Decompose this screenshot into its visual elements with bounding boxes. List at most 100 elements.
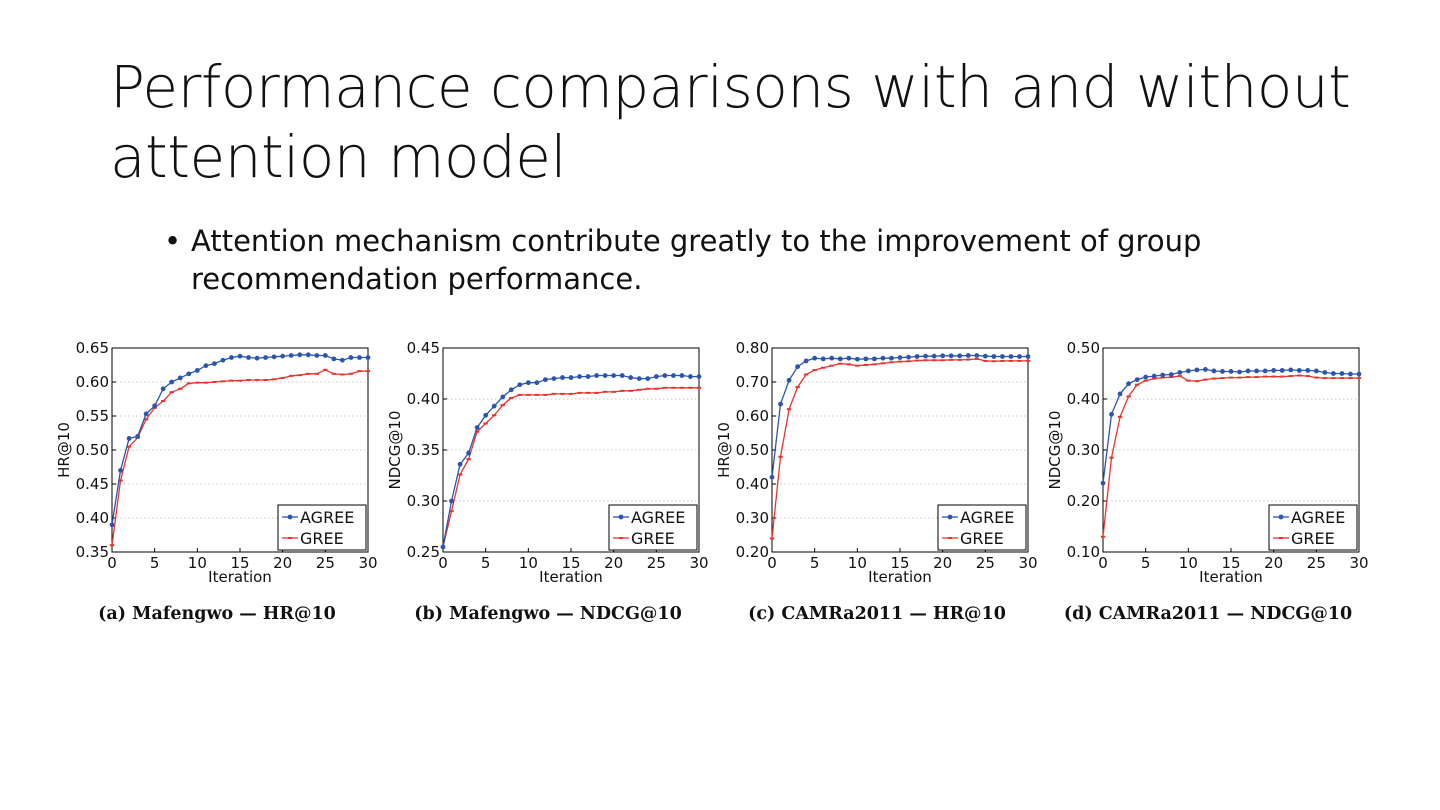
x-axis-label: Iteration — [539, 568, 603, 586]
x-tick-label: 30 — [358, 554, 377, 572]
data-point-agree — [1151, 373, 1157, 379]
data-point-agree — [671, 373, 676, 378]
legend-label-gree: GREE — [300, 529, 344, 548]
data-point-agree — [169, 379, 175, 385]
data-point-agree — [543, 377, 548, 383]
chart-camra-hr: 0.20 0.30 0.40 0.50 0.60 0.70 0.80 0 5 10 15 20 25 30… — [712, 330, 1042, 640]
y-axis-label: HR@10 — [55, 422, 73, 478]
y-tick-label: 0.50 — [76, 441, 109, 459]
data-point-agree — [1117, 391, 1123, 397]
x-tick-label: 20 — [273, 554, 292, 572]
data-point-agree — [568, 375, 574, 380]
data-point-agree — [1305, 368, 1311, 373]
data-point-agree — [1254, 368, 1259, 374]
x-tick-label: 30 — [1349, 554, 1368, 572]
data-point-agree — [940, 353, 946, 359]
data-point-agree — [263, 355, 268, 360]
legend: AGREE GREE — [608, 504, 698, 551]
legend-label-gree: GREE — [1291, 529, 1335, 548]
data-point-agree — [795, 364, 800, 370]
data-point-agree — [1245, 368, 1251, 374]
y-axis-label: NDCG@10 — [386, 411, 404, 490]
data-point-agree — [769, 474, 775, 480]
y-tick-label: 0.45 — [76, 475, 109, 493]
x-tick-label: 25 — [1307, 554, 1326, 572]
x-tick-label: 0 — [1098, 554, 1108, 572]
data-point-agree — [500, 394, 506, 400]
data-point-agree — [474, 425, 480, 430]
data-point-agree — [1322, 370, 1328, 375]
chart-mafengwo-ndcg: 0.25 0.30 0.35 0.40 0.45 0 5 10 15 20 25 30 Iteratio… — [383, 330, 713, 640]
data-point-agree — [602, 373, 608, 378]
x-tick-label: 5 — [1141, 554, 1151, 572]
data-point-agree — [812, 355, 818, 361]
data-point-agree — [212, 361, 217, 367]
legend-label-agree: AGREE — [300, 508, 354, 527]
legend: AGREE GREE — [937, 504, 1027, 551]
data-point-agree — [854, 356, 860, 362]
data-point-agree — [872, 356, 877, 362]
y-tick-label: 0.40 — [736, 475, 769, 493]
data-point-agree — [305, 352, 311, 358]
data-point-agree — [594, 373, 599, 378]
bullet-point: • Attention mechanism contribute greatly… — [164, 222, 1314, 298]
data-point-agree — [1296, 368, 1302, 373]
legend-swatch-marker — [947, 514, 953, 520]
data-point-agree — [322, 353, 328, 358]
x-axis-label: Iteration — [1199, 568, 1263, 586]
chart-svg: 0.20 0.30 0.40 0.50 0.60 0.70 0.80 0 5 10 15 20 25 30… — [715, 339, 1038, 586]
data-point-agree — [1160, 372, 1166, 378]
data-point-agree — [525, 380, 531, 386]
data-point-agree — [365, 355, 371, 360]
data-point-agree — [331, 356, 337, 362]
data-point-agree — [1288, 367, 1294, 373]
y-tick-label: 0.40 — [407, 390, 440, 408]
data-point-agree — [1109, 411, 1114, 417]
data-point-agree — [965, 353, 971, 358]
y-tick-label: 0.30 — [1067, 441, 1100, 459]
data-point-agree — [696, 374, 702, 379]
data-point-agree — [254, 355, 260, 361]
data-point-agree — [203, 363, 209, 369]
x-axis-label: Iteration — [208, 568, 272, 586]
chart-caption: (c) CAMRa2011 — HR@10 — [748, 604, 1006, 624]
data-point-agree — [585, 374, 591, 379]
data-point-agree — [786, 377, 792, 383]
data-point-agree — [897, 355, 903, 360]
data-point-agree — [126, 436, 132, 441]
data-point-agree — [645, 376, 651, 381]
data-point-agree — [118, 468, 123, 473]
data-point-agree — [517, 382, 523, 388]
chart-caption: (a) Mafengwo — HR@10 — [98, 604, 336, 624]
x-tick-label: 5 — [810, 554, 820, 572]
x-tick-label: 10 — [848, 554, 867, 572]
x-tick-label: 5 — [481, 554, 491, 572]
data-point-agree — [679, 373, 685, 378]
x-tick-label: 10 — [519, 554, 538, 572]
data-point-agree — [280, 353, 286, 359]
y-tick-label: 0.50 — [736, 441, 769, 459]
legend-swatch-marker — [618, 514, 624, 520]
data-point-agree — [880, 355, 886, 361]
y-tick-label: 0.20 — [1067, 492, 1100, 510]
data-point-agree — [863, 356, 869, 362]
data-point-agree — [1348, 371, 1353, 377]
data-point-agree — [288, 353, 294, 358]
data-point-agree — [220, 357, 226, 363]
data-point-agree — [803, 358, 809, 364]
data-point-agree — [340, 357, 345, 363]
y-tick-label: 0.30 — [407, 492, 440, 510]
x-tick-label: 30 — [1018, 554, 1037, 572]
x-tick-label: 25 — [647, 554, 666, 572]
legend: AGREE GREE — [1268, 504, 1358, 551]
x-tick-label: 15 — [230, 554, 249, 572]
data-point-agree — [491, 403, 497, 409]
y-tick-label: 0.40 — [1067, 390, 1100, 408]
data-point-agree — [246, 355, 251, 360]
data-point-agree — [1168, 372, 1174, 377]
data-point-agree — [1203, 367, 1208, 372]
legend: AGREE GREE — [277, 504, 367, 551]
y-tick-label: 0.35 — [407, 441, 440, 459]
data-point-agree — [636, 376, 642, 381]
legend-label-agree: AGREE — [960, 508, 1014, 527]
